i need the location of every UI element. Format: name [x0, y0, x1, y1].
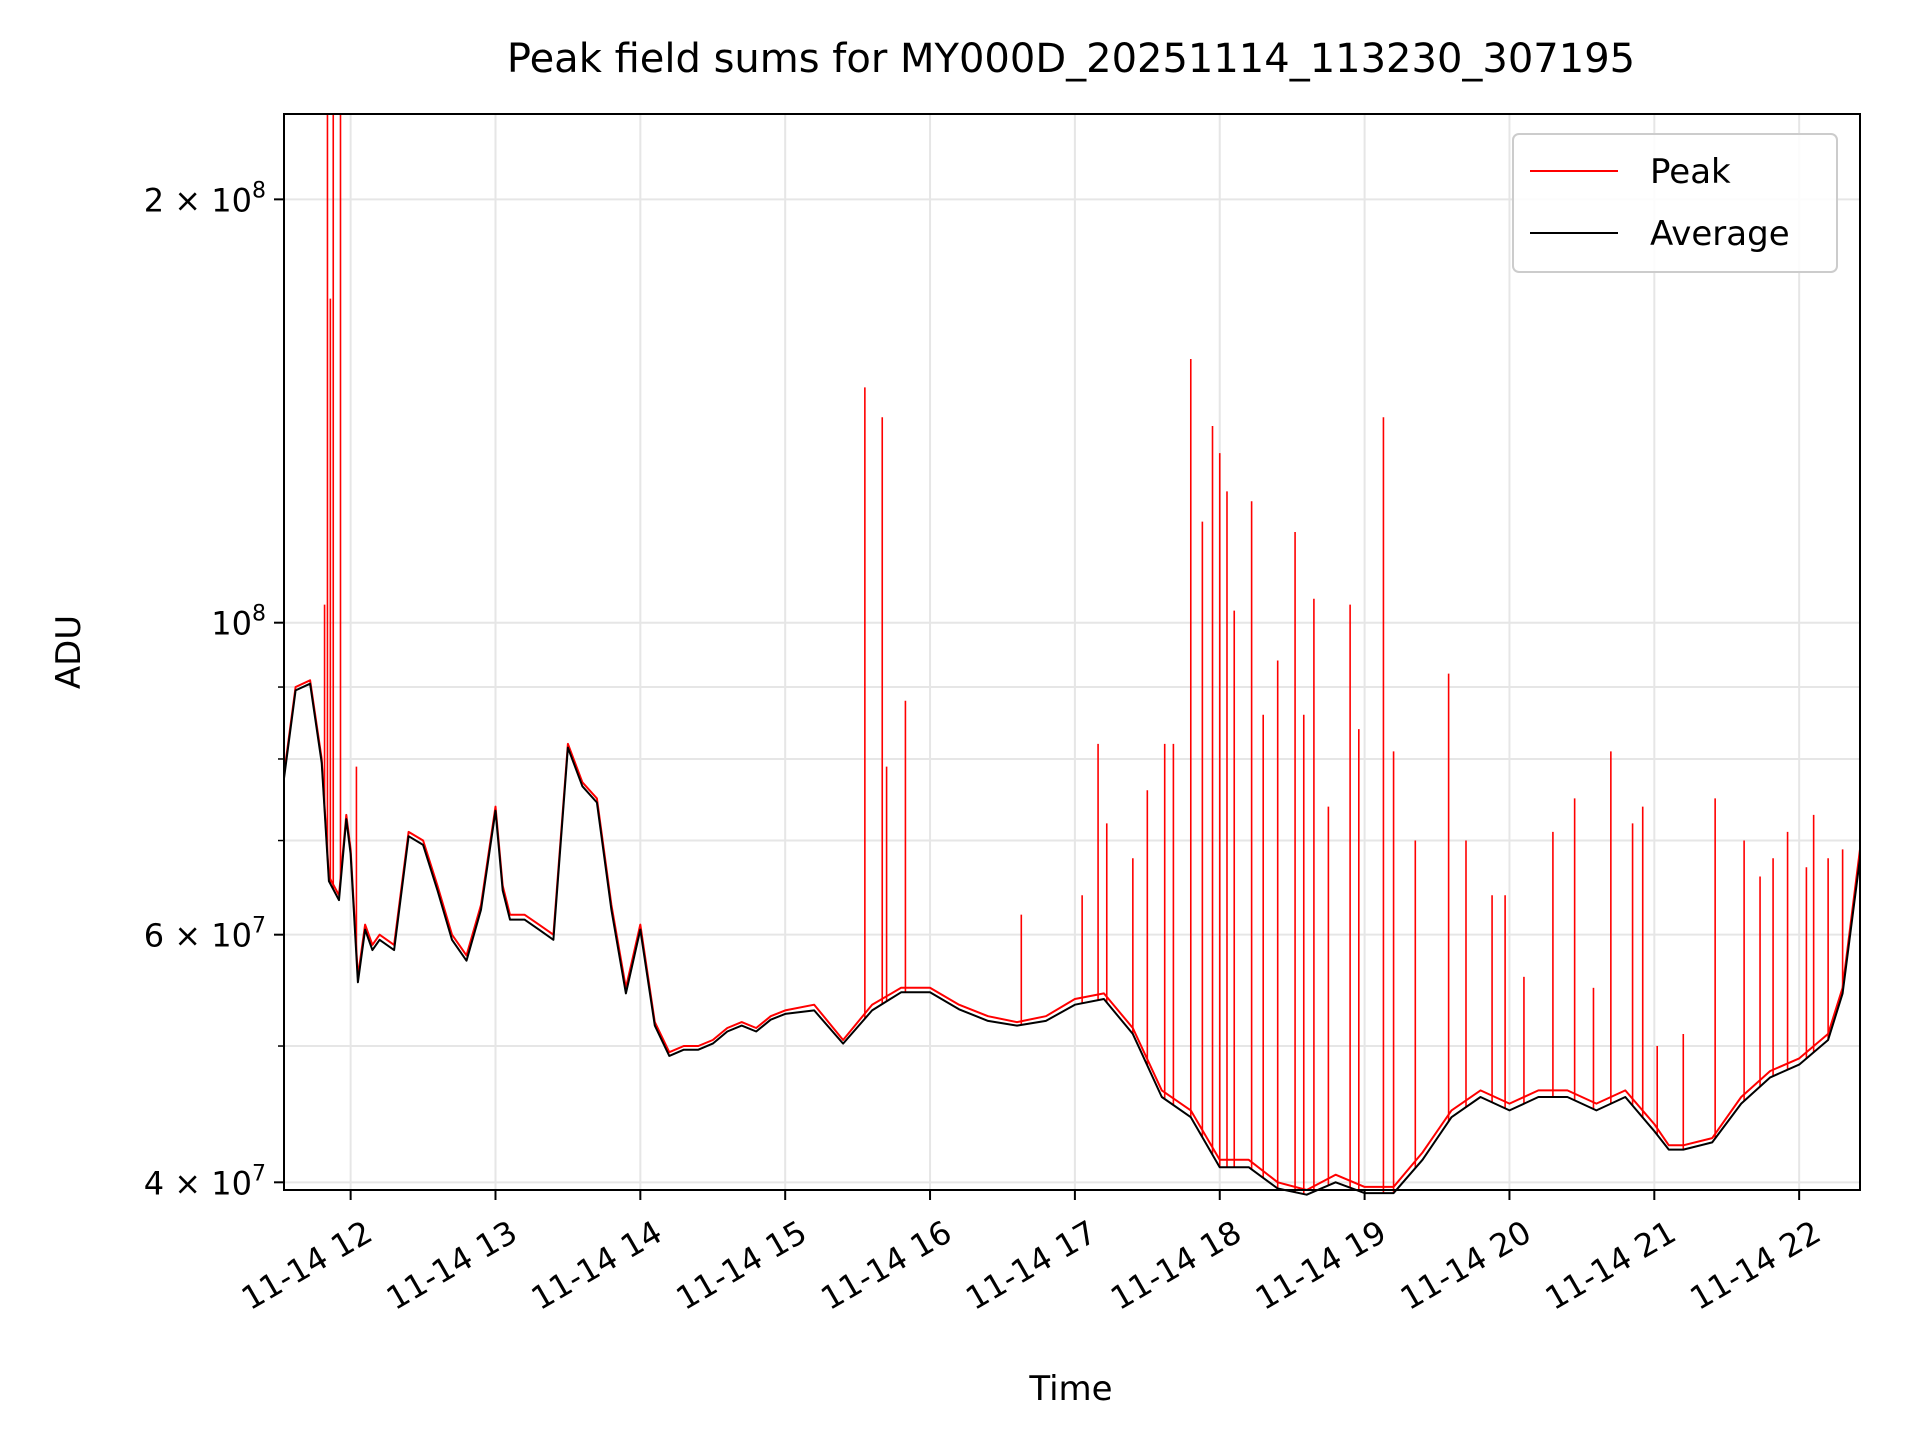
- x-axis-label: Time: [1028, 1369, 1112, 1409]
- peak-series: [283, 114, 1861, 1195]
- legend-box: [1512, 133, 1838, 273]
- y-tick-label: 6 × 107: [144, 914, 266, 955]
- legend-average-label: Average: [1650, 214, 1790, 254]
- y-axis-label: ADU: [49, 615, 89, 689]
- legend-peak-label: Peak: [1650, 152, 1731, 192]
- y-tick-label: 108: [211, 602, 266, 643]
- average-series: [283, 682, 1861, 1196]
- chart-title: Peak field sums for MY000D_20251114_1132…: [507, 36, 1635, 82]
- y-tick-label: 2 × 108: [144, 178, 266, 219]
- legend: Peak Average: [1512, 133, 1838, 273]
- y-axis: 4 × 107 6 × 107 108 2 × 108: [144, 178, 284, 1202]
- y-tick-label: 4 × 107: [144, 1161, 266, 1202]
- plot-frame: [283, 113, 1861, 1191]
- peak-line: [283, 679, 1861, 1191]
- average-line: [283, 682, 1861, 1196]
